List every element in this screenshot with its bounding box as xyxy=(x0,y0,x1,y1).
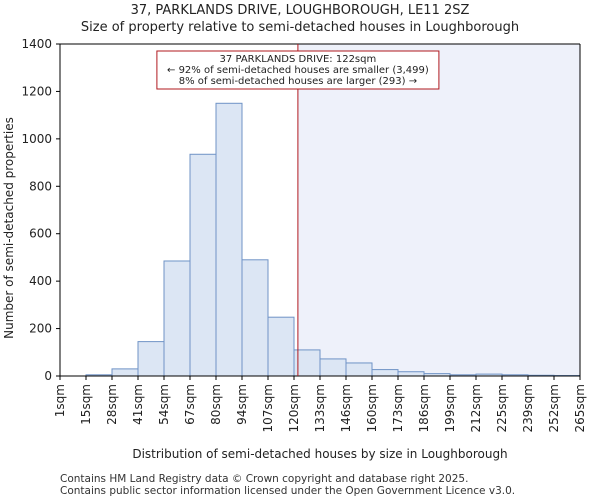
x-tick-label: 239sqm xyxy=(521,384,535,432)
annotation-line-3: 8% of semi-detached houses are larger (2… xyxy=(179,76,417,87)
y-tick-label: 1000 xyxy=(21,132,52,146)
y-tick-label: 1200 xyxy=(21,84,52,98)
bar xyxy=(397,371,425,377)
y-tick-label: 400 xyxy=(29,274,52,288)
x-axis-label: Distribution of semi-detached houses by … xyxy=(132,447,507,461)
chart-subtitle: Size of property relative to semi-detach… xyxy=(80,20,520,35)
x-tick-label: 199sqm xyxy=(443,384,457,432)
x-tick-label: 94sqm xyxy=(235,384,249,425)
bar xyxy=(163,260,191,377)
bar xyxy=(111,368,139,377)
y-tick-label: 1400 xyxy=(21,37,52,51)
footer-line-1: Contains HM Land Registry data © Crown c… xyxy=(60,473,469,485)
x-tick-label: 186sqm xyxy=(417,384,431,432)
x-tick-label: 252sqm xyxy=(547,384,561,432)
annotation-line-1: 37 PARKLANDS DRIVE: 122sqm xyxy=(220,54,377,65)
bar xyxy=(241,259,269,377)
bar xyxy=(319,358,347,377)
annotation-line-2: ← 92% of semi-detached houses are smalle… xyxy=(167,65,429,76)
y-tick-label: 800 xyxy=(29,179,52,193)
x-tick-label: 120sqm xyxy=(287,384,301,432)
x-tick-label: 107sqm xyxy=(261,384,275,432)
x-tick-label: 28sqm xyxy=(105,384,119,425)
x-tick-label: 80sqm xyxy=(209,384,223,425)
bar xyxy=(137,341,165,377)
bar xyxy=(215,102,243,377)
larger-region-highlight xyxy=(297,44,580,376)
x-tick-label: 146sqm xyxy=(339,384,353,432)
footer-line-2: Contains public sector information licen… xyxy=(60,485,516,497)
y-axis-label: Number of semi-detached properties xyxy=(2,117,16,339)
x-tick-label: 173sqm xyxy=(391,384,405,432)
x-tick-label: 212sqm xyxy=(469,384,483,432)
bar xyxy=(189,153,217,377)
x-tick-label: 54sqm xyxy=(157,384,171,425)
annotation-box xyxy=(156,50,440,90)
x-tick-label: 225sqm xyxy=(495,384,509,432)
x-tick-label: 265sqm xyxy=(573,384,587,432)
x-tick-label: 160sqm xyxy=(365,384,379,432)
x-tick-label: 133sqm xyxy=(313,384,327,432)
y-tick-label: 600 xyxy=(29,227,52,241)
x-tick-label: 15sqm xyxy=(79,384,93,425)
bar xyxy=(345,362,373,377)
bar xyxy=(267,316,295,377)
y-tick-label: 200 xyxy=(29,322,52,336)
chart-title: 37, PARKLANDS DRIVE, LOUGHBOROUGH, LE11 … xyxy=(130,3,470,18)
x-tick-label: 67sqm xyxy=(183,384,197,425)
bar xyxy=(371,369,399,377)
x-tick-label: 1sqm xyxy=(53,384,67,417)
x-tick-label: 41sqm xyxy=(131,384,145,425)
y-tick-label: 0 xyxy=(44,369,52,383)
